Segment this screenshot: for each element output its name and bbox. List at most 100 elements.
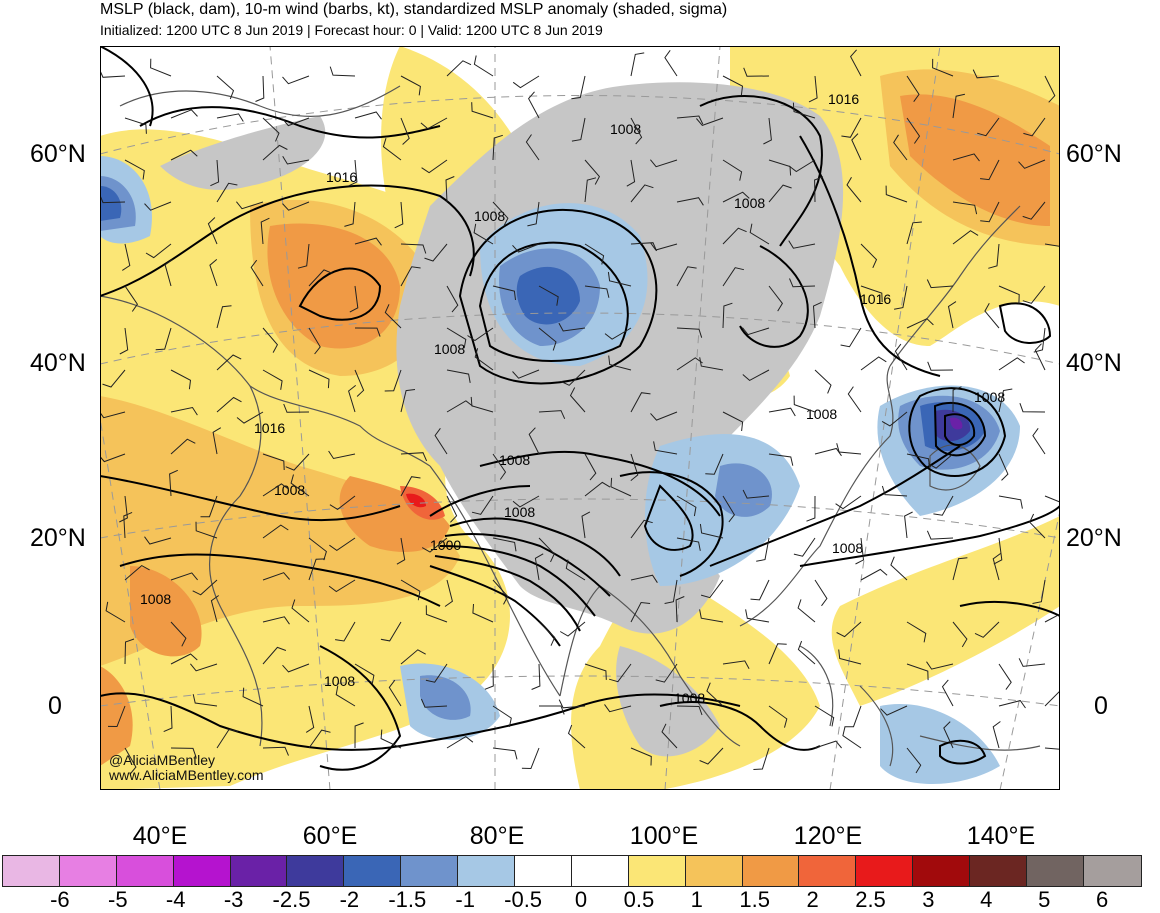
wind-barb [998,388,1013,413]
colorbar-swatch [458,856,516,886]
colorbar-swatch [344,856,402,886]
wind-barb [282,117,310,127]
wind-barb [904,511,913,539]
coastlines [100,85,1041,767]
wind-barb [425,605,448,623]
lon-label: 60°E [302,822,358,850]
wind-barb [380,729,402,749]
colorbar-tick-label: 1 [690,887,703,912]
colorbar-tick-label: -2 [339,887,360,912]
wind-barb [812,301,822,329]
wind-barb [285,453,310,471]
wind-barb [354,327,381,337]
wind-barb [699,523,724,539]
map-panel: 1008 1016 1008 1016 1008 1016 1016 1008 … [100,46,1060,790]
wind-barb [492,705,512,728]
wind-barb [699,747,724,765]
contour-label: 1016 [860,291,891,307]
wind-barb [282,75,310,85]
colorbar-tick-label: -1 [455,887,475,912]
wind-barb [1023,117,1046,137]
wind-barb [348,159,358,187]
wind-barb [584,285,610,298]
wind-barb [906,318,934,329]
wind-barb [538,327,557,351]
wind-barb [814,705,835,727]
lat-label-left: 60°N [30,140,86,168]
wind-barb [169,469,179,497]
wind-barb [1032,579,1046,604]
wind-barb [216,113,244,122]
colorbar-tick-label: -2.5 [272,887,311,912]
wind-barb [446,369,471,383]
wind-barb [380,621,402,642]
wind-barb [305,705,315,733]
wind-barb [250,259,264,287]
wind-barb [124,159,145,180]
wind-barb [806,495,816,522]
wind-barb [492,747,518,760]
wind-barb [584,243,605,265]
wind-barb [255,75,265,102]
wind-barb [262,369,283,390]
wind-barb [1044,747,1060,750]
wind-barb [906,747,922,774]
wind-barb [283,403,310,413]
wind-barb [446,285,459,313]
colorbar-swatch [742,856,800,886]
wind-barb [492,579,509,605]
wind-barb [706,682,724,707]
wind-barb [992,553,1001,581]
wind-barb [952,230,979,245]
wind-barb [998,663,1012,690]
colorbar-swatch [799,856,857,886]
wind-barb [650,411,678,421]
wind-barb [1034,343,1046,371]
wind-barb [297,243,310,269]
wind-barb [768,705,788,728]
wind-barb [262,524,289,539]
wind-barb [446,400,474,413]
wind-barb [170,621,187,647]
wind-barb [630,747,652,766]
wind-barb [1033,327,1046,353]
contour-label: 1016 [828,91,859,107]
wind-barb [797,640,816,665]
grey-anomaly-shading [160,82,844,757]
lat-label-left: 0 [48,692,62,720]
wind-barb [349,285,359,313]
wind-barb [893,134,908,161]
colorbar-swatch [685,856,743,886]
wind-barb [216,396,242,413]
wind-barb [531,663,541,690]
wind-barb [1022,285,1046,304]
wind-barb [394,201,404,229]
contour-label: 1008 [474,208,505,224]
wind-barb [626,159,636,187]
wind-barb [335,621,356,642]
wind-barb [676,115,704,125]
wind-barb [262,746,289,756]
colorbar-tick-label: 0.5 [623,887,655,912]
lat-label-right: 20°N [1066,524,1122,552]
wind-barb [444,579,453,607]
wind-barb [584,663,607,680]
wind-barb [788,159,816,173]
wind-barb [855,537,865,565]
wind-barb [1044,75,1056,103]
wind-barb [928,453,954,469]
contour-label: 1008 [434,341,465,357]
wind-barb [170,572,198,581]
contour-label: 1016 [254,420,285,436]
wind-barb [1044,495,1060,503]
wind-barb [630,184,654,203]
wind-barb [1018,658,1046,667]
wind-barb [788,240,816,249]
wind-barb [262,646,287,665]
wind-barb [354,722,364,749]
colorbar-swatch [628,856,686,886]
wind-barb [207,217,218,245]
wind-barb [492,453,507,480]
colorbar-swatch [230,856,288,886]
wind-barb [260,217,270,245]
